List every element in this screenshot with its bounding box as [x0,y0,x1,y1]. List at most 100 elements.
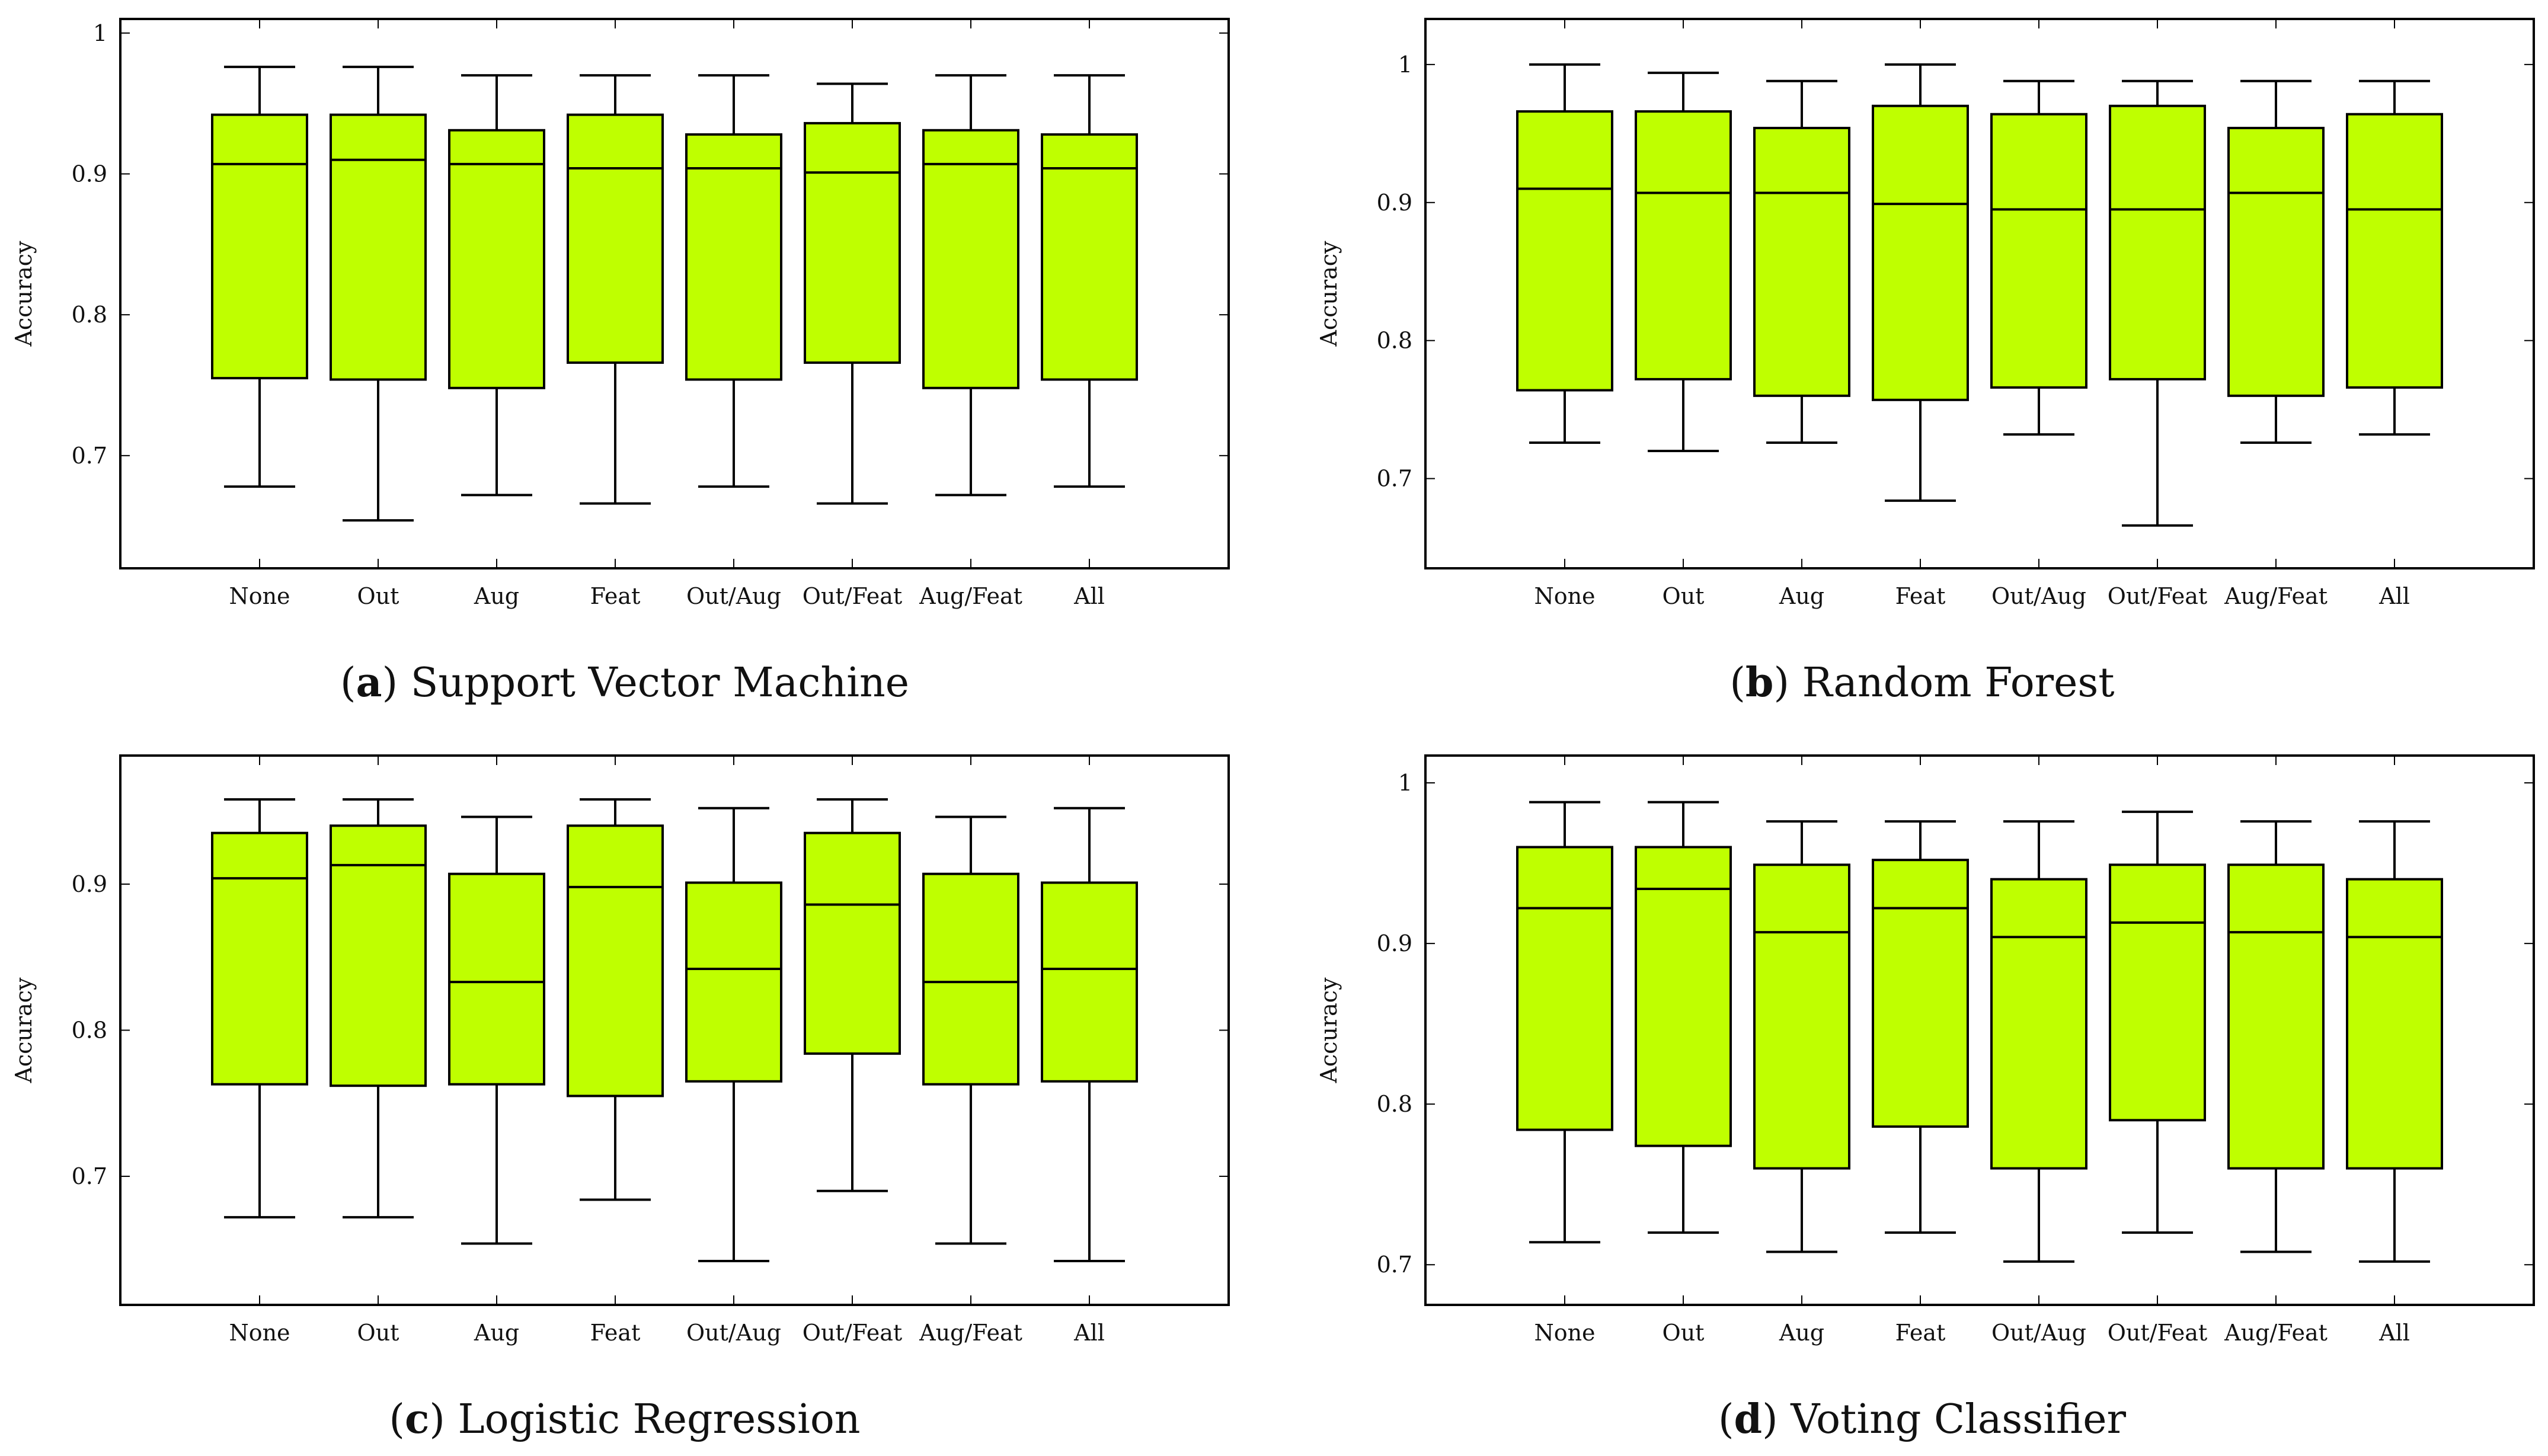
ytick-label: 0.7 [72,443,107,469]
box-aug-feat [922,74,1019,497]
box-none [1516,63,1613,444]
box-iqr [567,824,664,1097]
caption-a: (a) Support Vector Machine [340,659,909,706]
caption-b-title: Random Forest [1802,660,2115,706]
ytick-label: 0.8 [72,1017,107,1044]
panel-a: 0.7 0.8 0.9 1 Accuracy None Out Aug Feat Out/Aug O… [11,18,1230,609]
xtick-label-aug-feat: Aug/Feat [2224,583,2328,609]
xtick-label-out-aug: Out/Aug [1991,583,2086,609]
box-feat [1872,820,1969,1234]
ytick-label: 1 [93,20,107,46]
box-aug [1753,79,1850,444]
xtick-label-feat: Feat [1895,583,1946,609]
ytick-label: 0.7 [1377,1252,1412,1278]
y-axis-label: Accuracy [11,241,37,347]
xtick-label-aug-feat: Aug/Feat [919,583,1022,609]
plot-frame-a [119,18,1230,569]
box-out-aug [1990,79,2087,436]
xtick-label-out: Out [1663,1320,1705,1346]
box-iqr [1635,846,1732,1147]
caption-d-title: Voting Classifier [1791,1396,2127,1443]
caption-c-letter: c [404,1396,430,1443]
box-iqr [1872,104,1969,401]
box-aug-feat [922,815,1019,1245]
xtick-label-none: None [1534,1320,1595,1346]
xtick-label-feat: Feat [590,1320,641,1346]
xtick-label-aug: Aug [1779,583,1824,609]
box-out-feat [804,82,901,505]
ytick-label: 0.8 [1377,1091,1412,1117]
xtick-label-aug: Aug [474,1320,519,1346]
box-iqr [448,872,545,1086]
xtick-label-none: None [1534,583,1595,609]
ytick-label: 0.9 [1377,930,1412,956]
box-none [211,65,308,488]
xtick-label-out: Out [1663,583,1705,609]
caption-d: (d) Voting Classifier [1718,1396,2127,1443]
box-all [2346,820,2443,1263]
xtick-label-all: All [1073,583,1105,609]
xtick-label-feat: Feat [1895,1320,1946,1346]
box-none [1516,801,1613,1244]
box-out-aug [685,807,782,1263]
ytick-label: 0.7 [72,1163,107,1189]
box-feat [1872,63,1969,502]
box-out-feat [2109,79,2206,527]
xtick-label-aug-feat: Aug/Feat [919,1320,1022,1346]
box-iqr [922,129,1019,389]
box-iqr [685,881,782,1083]
ytick-label: 1 [1398,770,1412,796]
box-iqr [1516,110,1613,392]
xtick-label-aug: Aug [474,583,519,609]
box-out-feat [804,798,901,1192]
box-all [1041,74,1138,488]
caption-d-letter: d [1734,1396,1763,1443]
xtick-label-aug-feat: Aug/Feat [2224,1320,2328,1346]
y-axis-label: Accuracy [1316,977,1342,1084]
panel-c: 0.7 0.8 0.9 Accuracy None Out Aug Feat Out/Aug Ou… [11,754,1230,1346]
box-out [330,65,427,522]
box-iqr [2227,127,2325,397]
box-feat [567,798,664,1201]
box-iqr [1753,863,1850,1170]
box-iqr [804,831,901,1055]
xtick-label-out-feat: Out/Feat [2108,583,2207,609]
caption-b: (b) Random Forest [1729,659,2115,706]
caption-c: (c) Logistic Regression [389,1396,861,1443]
ytick-label: 0.9 [1377,190,1412,216]
box-out [1635,71,1732,453]
box-iqr [1990,113,2087,389]
box-aug-feat [2227,79,2325,444]
xtick-label-out-aug: Out/Aug [686,1320,781,1346]
box-out-feat [2109,810,2206,1234]
box-iqr [2109,104,2206,380]
box-iqr [330,824,427,1087]
box-iqr [1516,846,1613,1131]
xtick-label-out-feat: Out/Feat [803,583,902,609]
box-none [211,798,308,1219]
box-aug [448,815,545,1245]
plot-frame-b [1424,18,2535,569]
box-iqr [2227,863,2325,1170]
xtick-label-none: None [229,583,290,609]
ytick-label: 0.9 [72,871,107,897]
box-iqr [211,831,308,1086]
box-iqr [2346,878,2443,1170]
box-out-aug [685,74,782,488]
panel-d: 0.7 0.8 0.9 1 Accuracy None Out Aug Feat Out/Aug O… [1316,754,2535,1346]
box-out-aug [1990,820,2087,1263]
xtick-label-out-aug: Out/Aug [686,583,781,609]
box-out [330,798,427,1219]
box-iqr [330,113,427,381]
xtick-label-none: None [229,1320,290,1346]
xtick-label-out: Out [357,583,399,609]
y-axis-label: Accuracy [1316,241,1342,347]
box-iqr [922,872,1019,1086]
xtick-label-out-feat: Out/Feat [2108,1320,2207,1346]
box-iqr [1872,859,1969,1128]
box-iqr [567,113,664,364]
xtick-label-all: All [2378,583,2410,609]
box-aug [1753,820,1850,1253]
box-iqr [1635,110,1732,380]
